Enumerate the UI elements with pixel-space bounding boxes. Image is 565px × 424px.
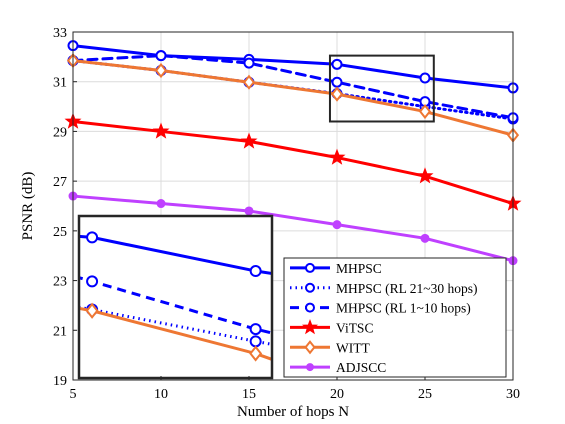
inset-data-point: [86, 231, 99, 244]
data-point: [154, 62, 168, 79]
data-point: [240, 132, 258, 149]
inset-data-point: [85, 302, 99, 319]
data-point: [332, 220, 342, 230]
legend-label: MHPSC (RL 1~10 hops): [336, 301, 471, 316]
data-point: [244, 206, 254, 216]
legend-entry: ViTSC: [290, 318, 373, 335]
zoom-box: [328, 54, 435, 123]
legend-marker: [305, 302, 315, 313]
legend-marker: [305, 282, 315, 293]
legend-label: WITT: [336, 340, 370, 355]
inset-series-witt: [79, 302, 424, 418]
data-point: [330, 86, 344, 102]
data-point: [331, 58, 343, 70]
legend-marker: [306, 363, 314, 372]
legend-label: ADJSCC: [336, 360, 386, 375]
series-layer: [64, 40, 522, 266]
series-line: [71, 59, 515, 137]
legend-marker: [304, 340, 316, 355]
inset-data-point: [249, 345, 263, 362]
x-tick-label: 20: [330, 387, 344, 402]
legend-entry: WITT: [290, 340, 370, 355]
ticks: 5 10 15 20 25 30 19 21 23 25 27 29 31 33: [53, 26, 520, 402]
y-tick-label: 21: [53, 324, 67, 339]
legend-label: MHPSC: [336, 261, 382, 276]
series-line: [71, 44, 515, 90]
legend-entry: ADJSCC: [290, 360, 386, 375]
inset-series-mhpsc-rl-1-10-hops-: [79, 275, 272, 336]
x-axis-label: Number of hops N: [237, 404, 349, 420]
inset-frame: [77, 214, 274, 380]
x-tick-label: 25: [418, 387, 432, 402]
plot-frame: [72, 31, 514, 381]
inset-series-mhpsc: [79, 231, 272, 278]
y-tick-label: 19: [53, 374, 67, 389]
y-tick-label: 25: [53, 225, 67, 240]
data-point: [242, 74, 256, 90]
x-tick-label: 5: [70, 387, 77, 402]
data-point: [416, 167, 434, 184]
y-tick-label: 33: [53, 26, 67, 41]
data-point: [418, 103, 432, 120]
data-point: [328, 148, 346, 165]
legend-marker: [301, 318, 319, 335]
inset-data-point: [249, 265, 262, 278]
legend-marker: [305, 262, 315, 273]
legend-entry: MHPSC: [290, 261, 382, 276]
series-witt: [66, 52, 520, 143]
legend: MHPSC MHPSC (RL 21~30 hops) MHPSC (RL 1~10…: [283, 257, 507, 378]
inset-data-point: [249, 323, 262, 336]
x-tick-label: 10: [154, 387, 168, 402]
legend-entry: MHPSC (RL 1~10 hops): [290, 301, 471, 316]
data-point: [419, 72, 431, 84]
series-line: [71, 194, 515, 263]
data-point: [420, 233, 430, 243]
legend-label: MHPSC (RL 21~30 hops): [336, 281, 477, 296]
x-tick-label: 15: [242, 387, 256, 402]
inset-data-point: [249, 335, 262, 348]
series-line: [71, 119, 515, 206]
data-point: [152, 122, 170, 139]
y-tick-label: 27: [53, 175, 67, 190]
zoom-rectangle: [328, 54, 435, 123]
series-adjscc: [68, 191, 518, 266]
legend-box: [283, 257, 507, 378]
x-tick-label: 30: [506, 387, 520, 402]
inset-data-point: [86, 275, 99, 288]
data-point: [243, 57, 255, 69]
inset-background: [79, 216, 272, 378]
y-tick-label: 31: [53, 76, 67, 91]
y-axis-label: PSNR (dB): [20, 172, 36, 241]
data-point: [156, 199, 166, 209]
y-tick-label: 23: [53, 275, 67, 290]
data-point: [155, 50, 167, 62]
legend-entry: MHPSC (RL 21~30 hops): [290, 281, 477, 296]
y-tick-label: 29: [53, 125, 67, 140]
inset: [77, 214, 424, 418]
inset-data-point: [414, 405, 424, 418]
data-point: [331, 76, 343, 88]
legend-label: ViTSC: [336, 320, 373, 335]
